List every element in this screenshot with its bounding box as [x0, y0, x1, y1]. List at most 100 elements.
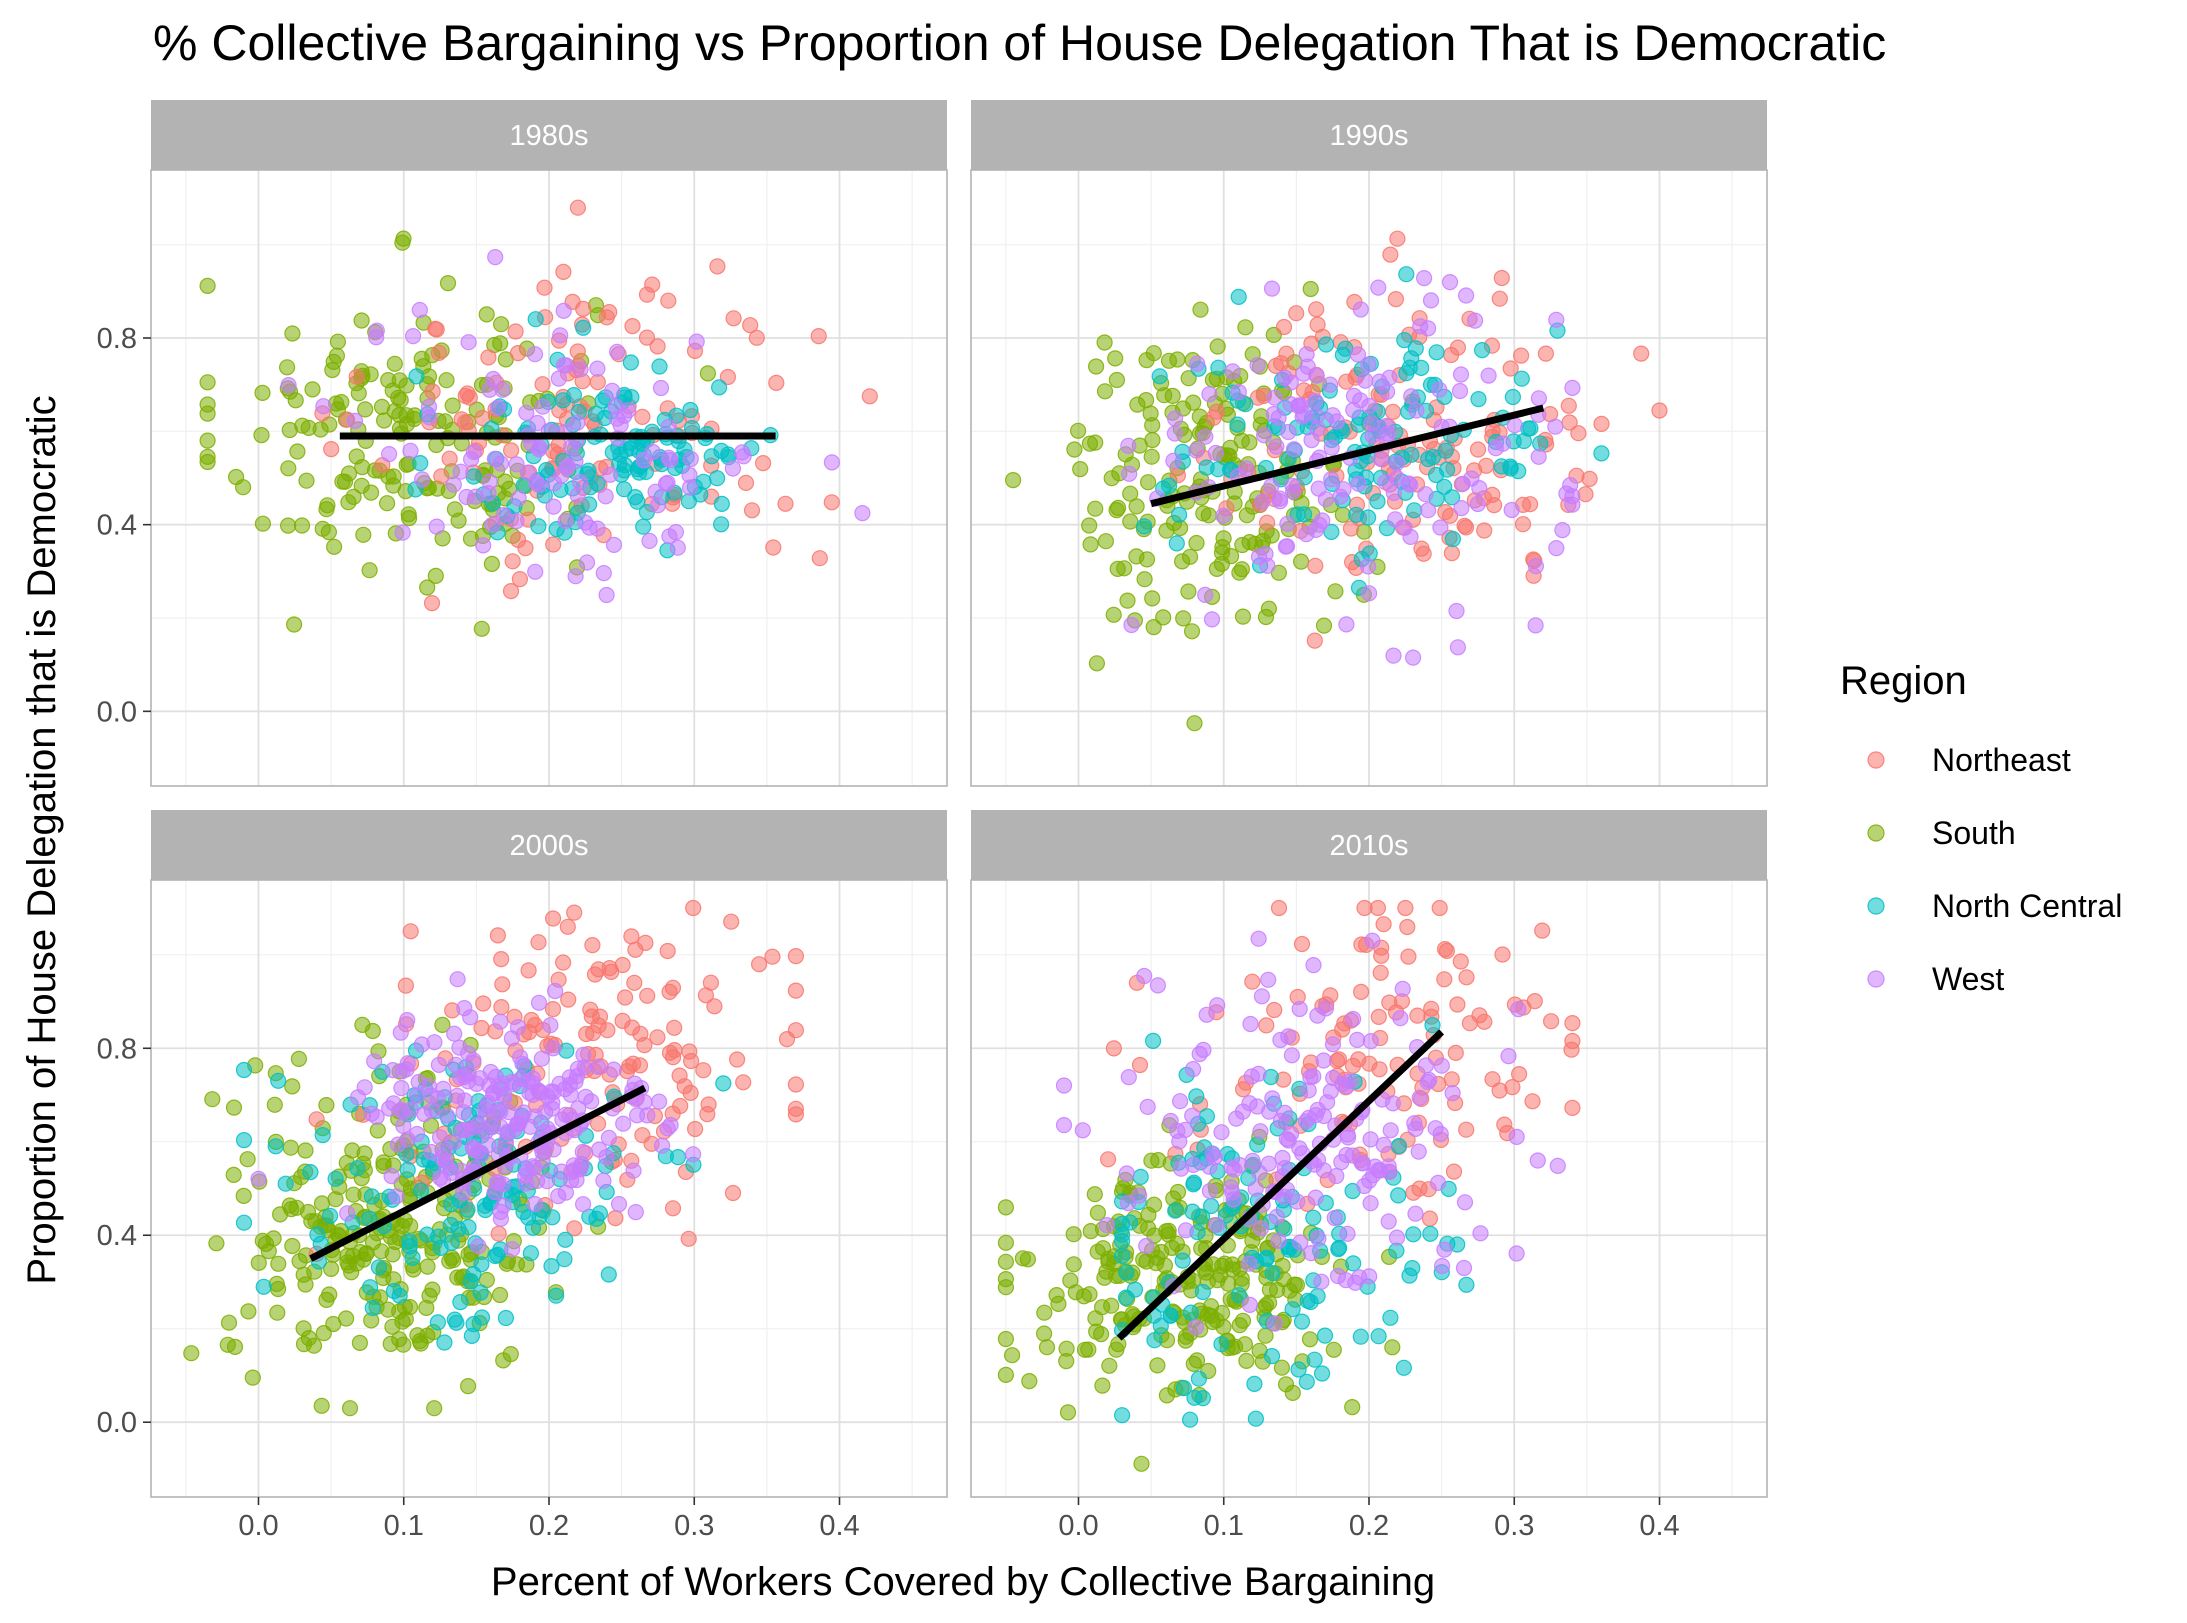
point-north-central — [1263, 1347, 1281, 1365]
point-north-central — [1146, 1332, 1163, 1349]
point-west — [1187, 1319, 1205, 1336]
point-northeast — [1384, 403, 1402, 420]
point-south — [418, 1299, 435, 1317]
point-south — [204, 1091, 221, 1108]
point-west — [431, 1129, 449, 1146]
point-north-central — [432, 1239, 449, 1257]
point-west — [1449, 639, 1467, 656]
point-north-central — [1185, 1174, 1203, 1191]
point-west — [1213, 1124, 1230, 1141]
point-northeast — [638, 286, 656, 303]
point-west — [1305, 956, 1322, 974]
point-west — [1508, 1245, 1525, 1262]
point-south — [441, 1253, 458, 1270]
point-west — [1564, 379, 1581, 396]
point-west — [545, 1083, 562, 1101]
point-west — [250, 1170, 267, 1188]
point-north-central — [459, 1201, 476, 1218]
point-northeast — [861, 388, 878, 405]
point-northeast — [1352, 983, 1370, 1001]
legend-label: Northeast — [1932, 742, 2071, 778]
point-south — [1094, 1377, 1111, 1394]
point-west — [1408, 402, 1425, 419]
point-south — [1122, 485, 1139, 502]
point-northeast — [768, 374, 785, 391]
point-north-central — [1174, 1252, 1191, 1269]
data-points — [199, 199, 878, 637]
point-west — [1315, 1052, 1332, 1069]
point-south — [328, 347, 345, 364]
point-west — [495, 1197, 512, 1214]
point-south — [1097, 533, 1115, 550]
point-west — [428, 518, 445, 535]
point-west — [595, 1172, 612, 1189]
point-south — [284, 325, 301, 342]
point-west — [650, 1093, 668, 1110]
point-south — [1089, 1204, 1107, 1221]
point-northeast — [649, 338, 666, 355]
point-west — [659, 474, 676, 491]
point-west — [688, 333, 705, 350]
point-north-central — [1162, 1307, 1179, 1324]
point-west — [449, 1087, 466, 1104]
point-west — [1177, 1222, 1195, 1239]
x-tick-label: 0.1 — [1204, 1510, 1244, 1542]
point-south — [493, 316, 510, 333]
point-south — [439, 275, 457, 292]
point-west — [1419, 502, 1437, 519]
point-west — [1371, 373, 1388, 390]
point-west — [530, 476, 547, 493]
point-south — [1072, 461, 1089, 478]
point-north-central — [1264, 1265, 1281, 1282]
point-south — [363, 484, 380, 501]
point-west — [452, 1069, 469, 1086]
point-west — [569, 1060, 587, 1077]
point-northeast — [1307, 557, 1324, 574]
point-west — [1506, 417, 1523, 434]
point-northeast — [1334, 1021, 1351, 1038]
point-south — [351, 1334, 368, 1352]
point-northeast — [1369, 899, 1387, 917]
point-west — [1558, 485, 1575, 502]
point-northeast — [509, 531, 527, 549]
point-west — [644, 443, 661, 461]
point-north-central — [465, 1265, 482, 1283]
point-west — [1289, 1193, 1306, 1210]
point-west — [589, 1058, 607, 1076]
point-west — [1224, 363, 1241, 380]
point-west — [1456, 1194, 1474, 1211]
point-south — [199, 277, 216, 294]
point-northeast — [428, 321, 445, 338]
point-west — [558, 357, 575, 374]
point-northeast — [1537, 345, 1555, 362]
point-south — [297, 1142, 314, 1159]
point-south — [1081, 517, 1098, 534]
point-north-central — [235, 1131, 253, 1149]
point-north-central — [1284, 1301, 1301, 1318]
point-south — [1098, 1263, 1115, 1280]
point-west — [1308, 408, 1326, 425]
point-northeast — [1105, 1040, 1123, 1057]
point-north-central — [715, 1075, 732, 1092]
legend-title: Region — [1840, 659, 1967, 703]
point-west — [1508, 1128, 1525, 1146]
point-west — [1302, 1244, 1320, 1262]
point-north-central — [547, 1287, 565, 1304]
x-axis-ticks: 0.0 0.1 0.2 0.3 0.4 0.0 0.1 0.2 0.3 0.4 — [238, 1497, 1680, 1542]
point-northeast — [777, 495, 794, 512]
point-northeast — [787, 1022, 805, 1039]
point-west — [1285, 441, 1303, 458]
point-west — [1441, 274, 1459, 291]
point-north-central — [1306, 1351, 1323, 1368]
point-west — [1255, 427, 1273, 444]
point-north-central — [575, 319, 592, 336]
point-west — [1392, 1010, 1409, 1027]
point-west — [1310, 1230, 1327, 1247]
point-west — [1251, 1164, 1268, 1181]
point-south — [254, 515, 271, 532]
point-west — [366, 1053, 383, 1070]
point-west — [567, 568, 584, 585]
point-west — [481, 381, 498, 398]
point-northeast — [660, 292, 677, 309]
point-west — [1166, 425, 1184, 442]
